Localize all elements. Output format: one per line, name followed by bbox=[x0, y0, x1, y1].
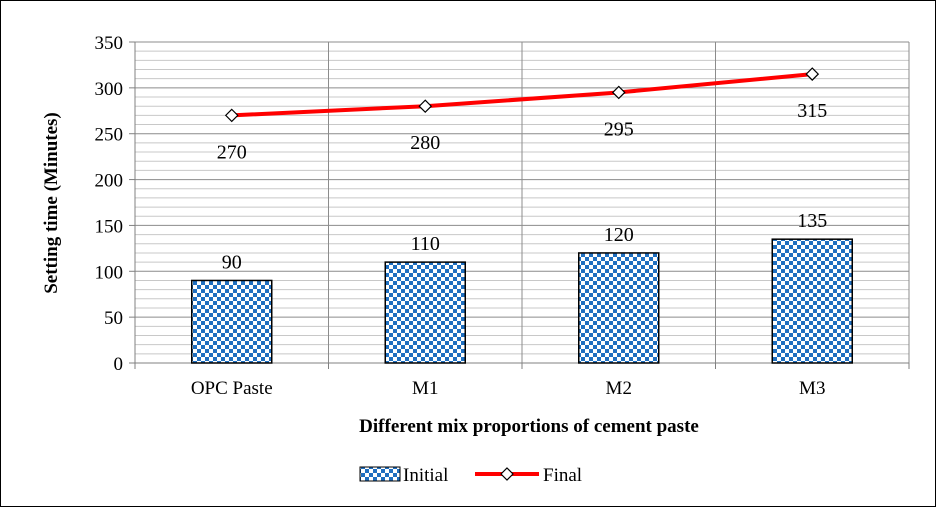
final-point-marker bbox=[224, 108, 239, 123]
x-tick-label: OPC Paste bbox=[191, 378, 273, 399]
bar bbox=[578, 252, 660, 364]
bar-data-label: 120 bbox=[604, 224, 634, 246]
line-data-label: 295 bbox=[604, 118, 634, 140]
bar bbox=[191, 279, 273, 364]
x-tick-label: M1 bbox=[412, 378, 438, 399]
bar-layer bbox=[191, 238, 853, 364]
x-tick-label: M2 bbox=[606, 378, 632, 399]
line-layer bbox=[224, 67, 820, 123]
bar-data-label: 90 bbox=[222, 251, 242, 273]
legend-final-marker bbox=[500, 467, 514, 481]
y-tick-label: 150 bbox=[95, 216, 124, 237]
final-point-marker bbox=[611, 85, 626, 100]
legend-initial-label: Initial bbox=[403, 465, 448, 486]
final-series-line bbox=[231, 72, 813, 118]
y-tick-label: 350 bbox=[95, 33, 124, 54]
line-data-label: 270 bbox=[217, 141, 247, 163]
y-tick-label: 100 bbox=[95, 262, 124, 283]
y-tick-label: 50 bbox=[104, 308, 123, 329]
y-tick-label: 0 bbox=[114, 354, 124, 375]
y-tick-label: 250 bbox=[95, 125, 124, 146]
y-tick-label: 300 bbox=[95, 79, 124, 100]
bar bbox=[771, 238, 853, 364]
final-point-marker bbox=[418, 99, 433, 114]
final-point-marker bbox=[805, 67, 820, 81]
y-tick-label: 200 bbox=[95, 171, 124, 192]
x-tick-label: M3 bbox=[799, 378, 825, 399]
bar-data-label: 135 bbox=[797, 210, 827, 232]
line-data-label: 280 bbox=[410, 132, 440, 154]
label-layer: 90 110 120 135 270 280 295 315 bbox=[217, 100, 828, 273]
y-axis-title: Setting time (Minutes) bbox=[41, 112, 62, 294]
legend-layer: Initial Final bbox=[359, 465, 582, 486]
bar-data-label: 110 bbox=[411, 233, 440, 255]
x-axis-title: Different mix proportions of cement past… bbox=[359, 416, 699, 437]
legend-initial-swatch bbox=[359, 466, 401, 482]
line-data-label: 315 bbox=[797, 100, 827, 122]
legend-final-label: Final bbox=[543, 465, 582, 486]
bar bbox=[384, 261, 466, 364]
